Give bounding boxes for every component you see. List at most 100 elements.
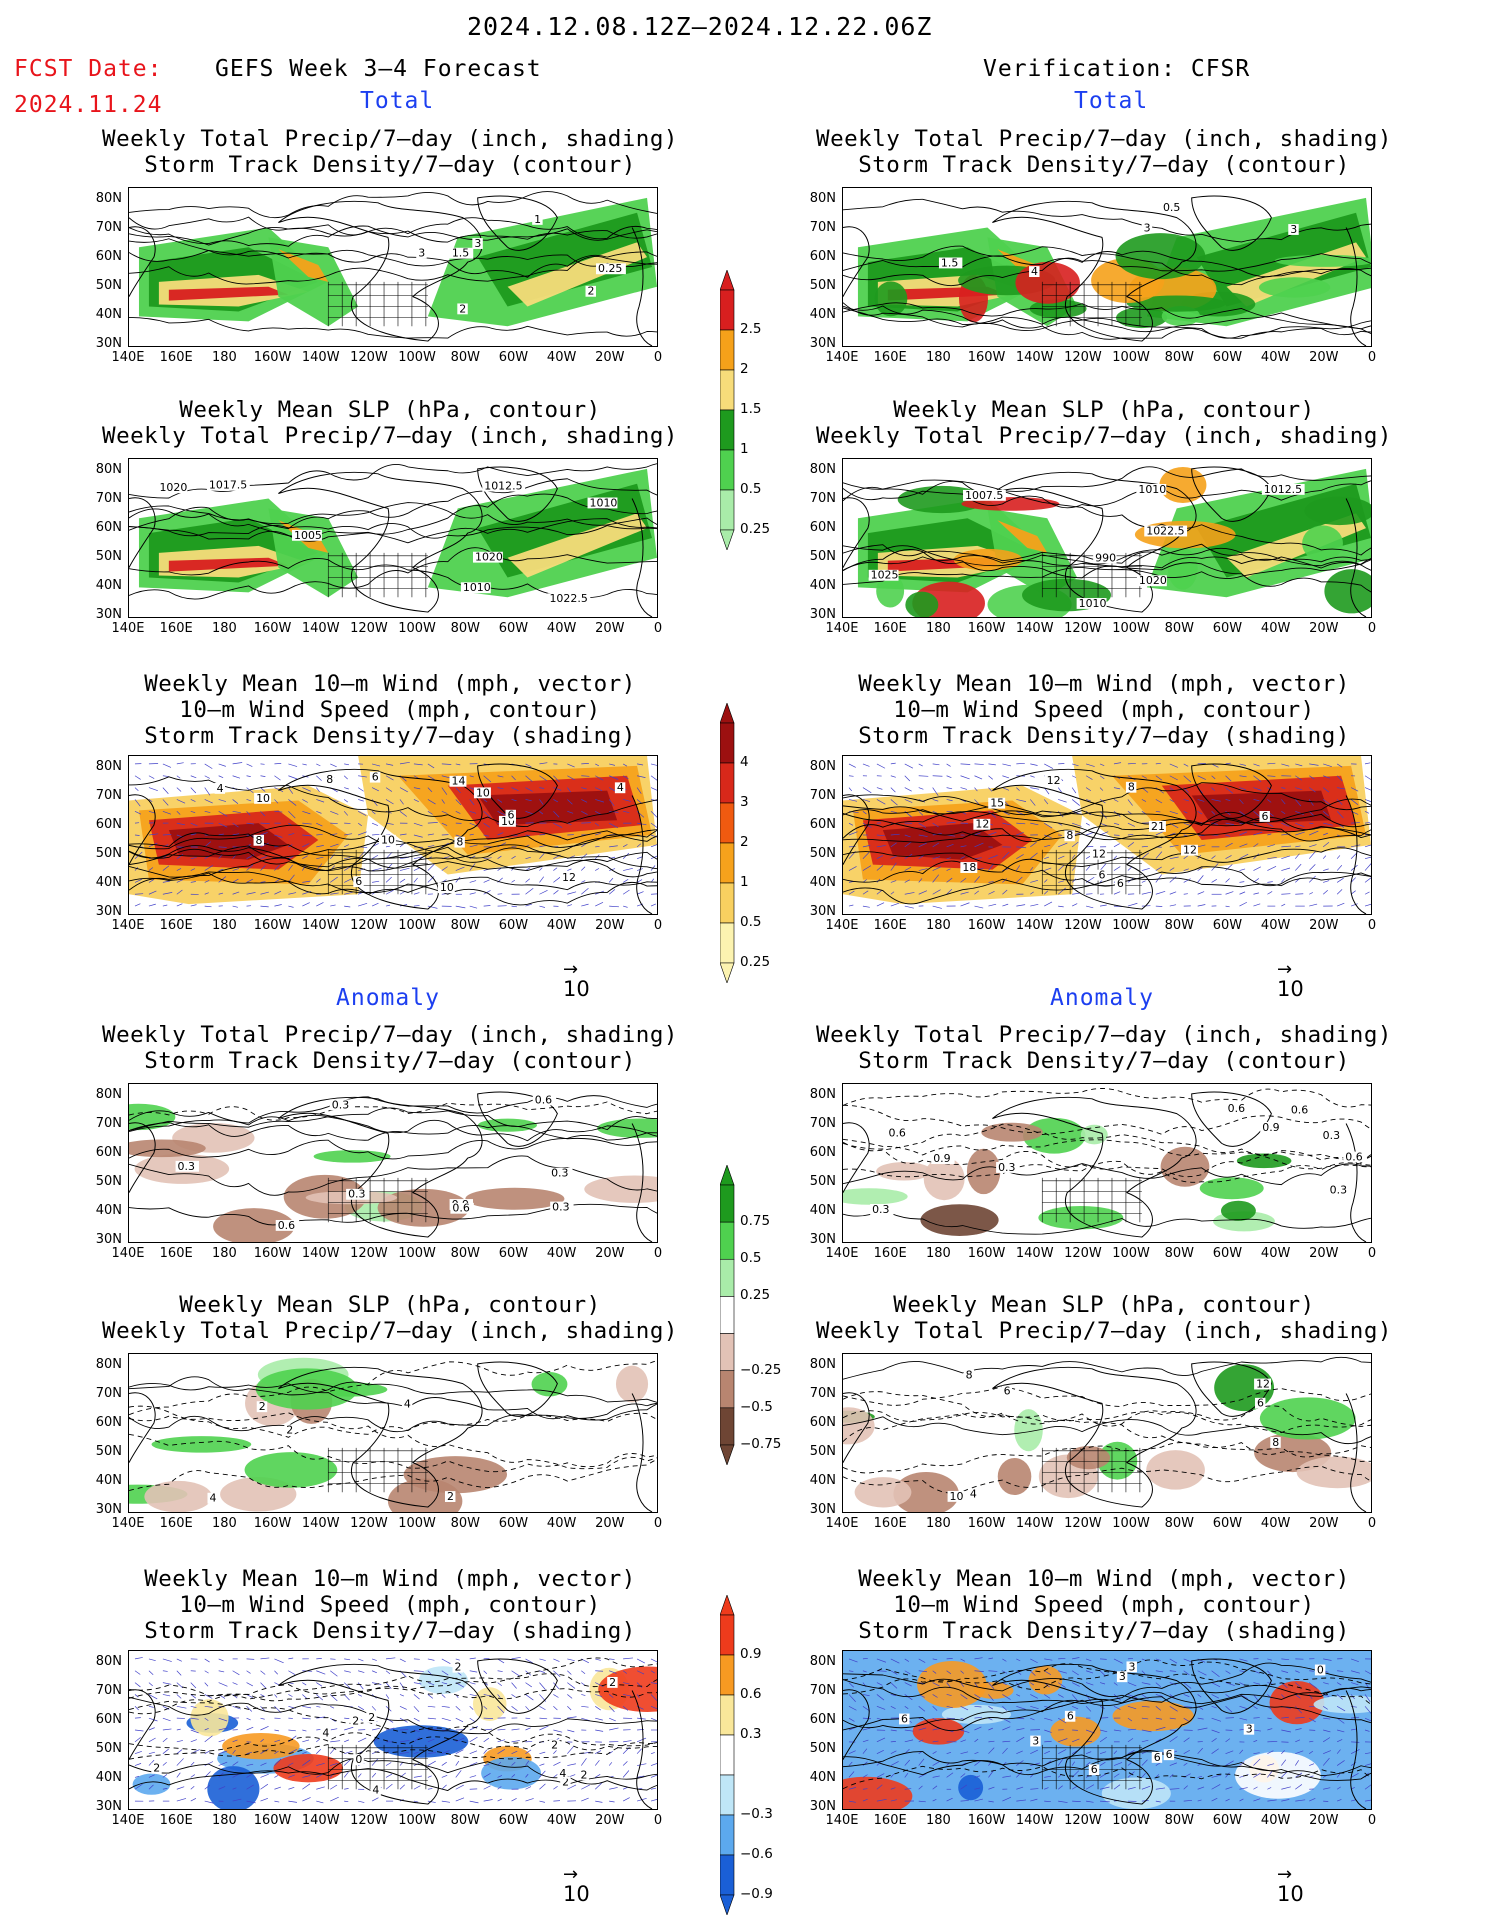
panel-title-verif-anom-precip-track-line: Storm Track Density/7–day (contour) [858, 1048, 1350, 1074]
contour-label-bg [996, 1162, 1020, 1173]
lon-tick-label: 20W [1309, 621, 1339, 636]
contour-label: 2 [551, 1739, 558, 1752]
contour-label: 3 [1246, 1723, 1253, 1736]
colorbar-tick-label: 0.25 [740, 954, 771, 970]
lon-tick-label: 100W [398, 1246, 436, 1261]
lon-tick-label: 100W [398, 350, 436, 365]
panel-title-forecast-anom-slp-precip: Weekly Mean SLP (hPa, contour) Weekly Tot… [80, 1292, 700, 1344]
colorbar-tick-label: −0.3 [740, 1806, 773, 1822]
lat-tick-label: 80N [809, 462, 836, 477]
lat-tick-label: 50N [95, 278, 122, 293]
lon-tick-label: 100W [1112, 1246, 1150, 1261]
lon-tick-label: 40W [546, 350, 577, 365]
lon-tick-label: 160E [873, 918, 907, 933]
panel-title-forecast-total-slp-precip: Weekly Mean SLP (hPa, contour) Weekly Tot… [80, 397, 700, 449]
lat-tick-label: 50N [809, 1444, 836, 1459]
lon-tick-label: 160E [159, 350, 193, 365]
colorbar-track_anom: 0.9 0.6 0.3 −0.3 −0.6 −0.9 [720, 1595, 800, 1915]
contour-label: 2 [368, 1711, 375, 1724]
lat-tick-label: 30N [95, 1502, 122, 1517]
lat-tick-label: 70N [809, 491, 836, 506]
contour-label-bg [157, 482, 188, 494]
contour-label: 3 [474, 237, 481, 250]
contour-label-bg [449, 775, 467, 787]
lat-tick-label: 80N [95, 191, 122, 206]
lon-tick-label: 0 [653, 1516, 663, 1531]
colorbar-precip_total: 2.5 2 1.5 1 0.5 0.25 [720, 270, 800, 550]
panel-title-forecast-anom-wind-track-line: Storm Track Density/7–day (shading) [144, 1618, 636, 1644]
panel-title-verif-total-wind-track-line: 10–m Wind Speed (mph, contour) [893, 697, 1315, 723]
panel-title-forecast-anom-slp-precip-line: Weekly Total Precip/7–day (inch, shading… [102, 1318, 678, 1344]
lon-tick-label: 0 [653, 621, 663, 636]
contour-label: 3 [1144, 221, 1151, 234]
contour-label: 12 [1092, 848, 1106, 861]
contour-label: 1012.5 [1264, 483, 1302, 496]
lat-tick-label: 50N [95, 1444, 122, 1459]
contour-label: 6 [372, 771, 379, 784]
contour-label: 2 [588, 285, 595, 298]
colorbar-tick-label: 4 [740, 754, 749, 770]
contour-label-bg [378, 834, 396, 846]
contour-label-bg [1125, 781, 1137, 793]
contour-label: 12 [562, 871, 576, 884]
lon-tick-label: 140E [111, 918, 145, 933]
contour-label: 12 [1256, 1378, 1270, 1391]
contour-label: 6 [1004, 1385, 1011, 1398]
contour-label-bg [870, 1204, 894, 1215]
contour-label: 4 [1031, 265, 1038, 278]
contour-label: 1020 [1139, 574, 1167, 587]
panel-title-verif-total-wind-track-line: Weekly Mean 10–m Wind (mph, vector) [858, 671, 1350, 697]
lon-tick-label: 140E [825, 350, 859, 365]
contour-label-bg [472, 551, 503, 563]
contour-label: 0.25 [598, 262, 622, 275]
contour-label: 0.3 [998, 1161, 1015, 1174]
lat-tick-label: 70N [809, 788, 836, 803]
lon-tick-label: 60W [498, 1246, 529, 1261]
contour-label-bg [1254, 1378, 1272, 1390]
lon-tick-label: 100W [1112, 1813, 1150, 1828]
verif-anom-precip-track-map: 0.6 0.9 0.6 0.9 0.3 0.6 0.3 0.3 0.3 0.6 [842, 1083, 1372, 1243]
lat-tick-label: 60N [809, 817, 836, 832]
lon-tick-label: 40W [1260, 350, 1291, 365]
section-total-right: Total [1074, 88, 1149, 114]
contour-label-bg [1254, 1397, 1266, 1409]
lon-tick-label: 120W [1064, 1813, 1102, 1828]
contour-label-bg [292, 529, 322, 541]
contour-label: 1010 [1138, 483, 1166, 496]
lat-tick-label: 40N [95, 307, 122, 322]
lon-tick-label: 180 [925, 1246, 951, 1261]
lon-tick-label: 20W [1309, 1246, 1339, 1261]
panel-title-verif-anom-slp-precip-line: Weekly Mean SLP (hPa, contour) [893, 1292, 1315, 1318]
contour-label: 21 [1151, 820, 1165, 833]
contour-label-bg [350, 1715, 361, 1727]
panel-title-verif-anom-wind-track-line: Storm Track Density/7–day (shading) [858, 1618, 1350, 1644]
verif-total-wind-track-map: 6 6 8 8 12 12 12 15 18 21 12 6 [842, 755, 1372, 915]
contour-label: 12 [975, 818, 989, 831]
colorbar-tick-label: −0.75 [740, 1436, 782, 1452]
panel-title-verif-total-wind-track-line: Storm Track Density/7–day (shading) [858, 723, 1350, 749]
contour-label: 6 [1117, 877, 1124, 890]
lon-tick-label: 120W [350, 621, 388, 636]
contour-label: 2 [259, 1400, 266, 1413]
lat-tick-label: 70N [95, 788, 122, 803]
contour-label: 1010 [1079, 597, 1107, 610]
verification-title: Verification: CFSR [983, 56, 1251, 82]
lon-tick-label: 80W [1164, 350, 1194, 365]
lat-tick-label: 80N [809, 759, 836, 774]
contour-label: 6 [355, 875, 362, 888]
lat-tick-label: 30N [809, 607, 836, 622]
contour-label: 1022.5 [1146, 525, 1184, 538]
contour-label: 1005 [294, 529, 322, 542]
vector-ref-value: 10 [1277, 977, 1304, 1001]
contour-label-bg [473, 787, 491, 799]
lon-tick-label: 60W [1212, 621, 1243, 636]
contour-label: 10 [440, 881, 454, 894]
lon-tick-label: 120W [350, 1246, 388, 1261]
lon-tick-label: 120W [350, 1516, 388, 1531]
contour-label-bg [1259, 811, 1270, 822]
panel-title-forecast-anom-precip-track-line: Storm Track Density/7–day (contour) [144, 1048, 636, 1074]
verif-total-slp-precip-map: 1022.5 1012.5 1007.5 1025 990 1010 1010 1020 [842, 458, 1372, 618]
lon-tick-label: 140W [1015, 1246, 1054, 1261]
lat-tick-label: 60N [809, 520, 836, 535]
contour-label: 2 [447, 1490, 454, 1503]
